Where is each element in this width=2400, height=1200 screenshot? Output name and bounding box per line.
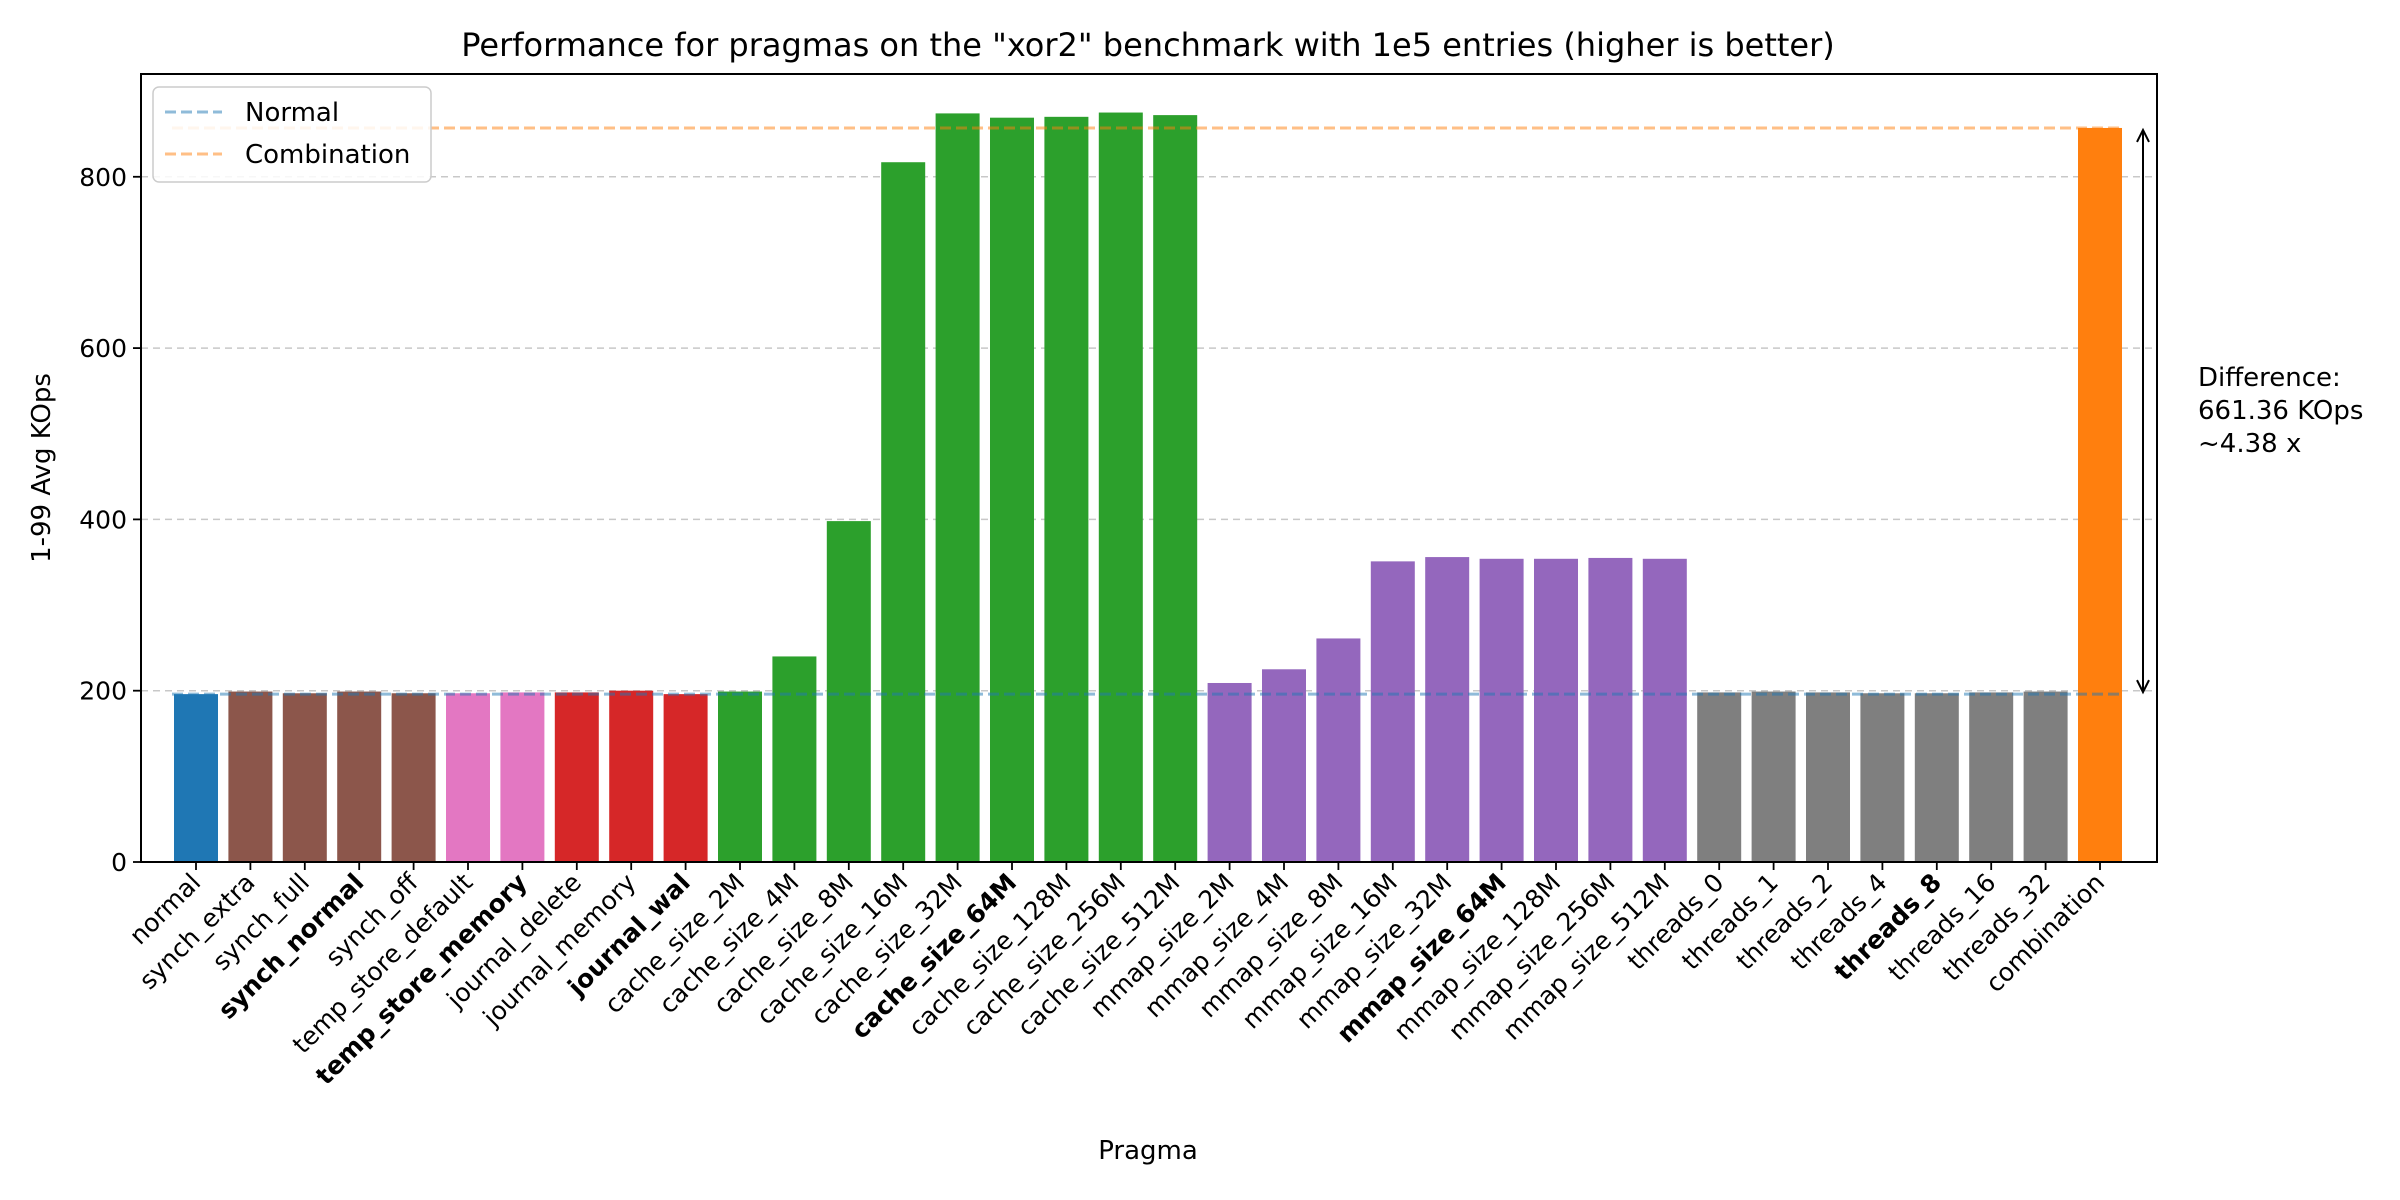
legend-normal-label: Normal [245, 98, 339, 128]
bar-mmap-size-128M [1534, 558, 1578, 862]
bar-synch-normal [337, 691, 382, 862]
reference-lines [172, 126, 2124, 696]
difference-value: 661.36 KOps [2198, 396, 2363, 426]
difference-ratio: ~4.38 x [2198, 429, 2301, 459]
bar-journal-wal [663, 694, 708, 862]
y-tick-label: 200 [79, 677, 127, 706]
bar-mmap-size-256M [1588, 557, 1633, 862]
bar-mmap-size-4M [1262, 669, 1306, 862]
bar-cache-size-8M [826, 521, 871, 862]
y-axis-ticks: 0 200 400 600 800 [79, 163, 141, 877]
bar-mmap-size-8M [1316, 638, 1361, 862]
x-axis-ticks: normalsynch_extrasynch_fullsynch_normals… [124, 862, 2110, 1090]
y-tick-label: 600 [79, 334, 127, 363]
bar-cache-size-64M [990, 117, 1034, 862]
bar-threads-2 [1806, 692, 1850, 862]
bar-threads-1 [1751, 691, 1796, 862]
y-tick-label: 400 [79, 505, 127, 534]
arrow-head-top [2136, 127, 2150, 143]
bar-journal-memory [609, 690, 654, 862]
bars [174, 112, 2122, 863]
chart-title: Performance for pragmas on the "xor2" be… [461, 26, 1834, 64]
bar-mmap-size-64M [1479, 558, 1524, 862]
bar-threads-16 [1969, 692, 2014, 862]
bar-threads-32 [2023, 691, 2068, 862]
difference-label: Difference: [2198, 363, 2341, 393]
bar-mmap-size-16M [1370, 561, 1415, 862]
bar-threads-4 [1860, 693, 1905, 862]
bar-cache-size-512M [1153, 115, 1198, 863]
bar-synch-extra [228, 691, 273, 862]
arrow-head-bottom [2136, 679, 2150, 695]
legend: Normal Combination [152, 86, 432, 183]
bar-synch-off [391, 693, 436, 862]
bar-temp-store-default [446, 693, 490, 862]
bar-journal-delete [554, 692, 599, 862]
bar-combination [2078, 127, 2122, 862]
y-axis-label: 1-99 Avg KOps [27, 373, 57, 563]
legend-combination-label: Combination [245, 140, 410, 170]
y-gridlines [141, 176, 2157, 692]
bar-mmap-size-32M [1425, 557, 1470, 862]
bar-synch-full [282, 693, 327, 862]
bar-cache-size-16M [881, 162, 926, 862]
bar-cache-size-128M [1044, 116, 1089, 862]
y-tick-label: 800 [79, 163, 127, 192]
bar-threads-8 [1914, 693, 1959, 862]
difference-annotation: Difference: 661.36 KOps ~4.38 x [2136, 127, 2363, 695]
bar-cache-size-2M [718, 691, 762, 862]
bar-threads-0 [1697, 692, 1742, 862]
bar-mmap-size-512M [1642, 558, 1687, 862]
bar-cache-size-256M [1098, 112, 1143, 863]
y-tick-label: 0 [111, 848, 127, 877]
bar-cache-size-4M [772, 656, 817, 862]
x-axis-label: Pragma [1098, 1136, 1198, 1166]
bar-mmap-size-2M [1207, 682, 1252, 862]
bar-cache-size-32M [935, 113, 980, 862]
bar-normal [174, 694, 218, 862]
plot-frame [140, 73, 2158, 863]
legend-box [152, 86, 432, 183]
bar-temp-store-memory [500, 692, 545, 862]
